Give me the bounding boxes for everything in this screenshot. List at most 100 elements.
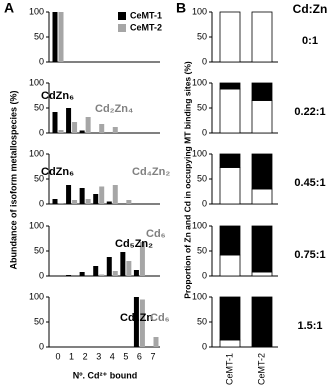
- annotation: Cd₄Zn₂: [132, 166, 170, 178]
- bar: [52, 199, 58, 204]
- y-tick-label: 50: [197, 316, 207, 326]
- y-tick-label: 50: [34, 245, 44, 255]
- ratio-label: 0:1: [302, 35, 318, 47]
- bar: [66, 108, 72, 133]
- bar: [139, 242, 145, 276]
- legend-label: CeMT-2: [130, 22, 162, 32]
- bar: [99, 124, 105, 133]
- bar: [66, 185, 72, 204]
- y-tick-label: 100: [29, 148, 44, 158]
- bar: [106, 257, 112, 276]
- bar-segment: [251, 11, 273, 63]
- bar: [72, 200, 78, 204]
- y-tick-label: 100: [29, 77, 44, 87]
- bar: [120, 252, 126, 276]
- annotation: Cd₆Zn: [120, 312, 153, 324]
- y-tick-label: 50: [197, 245, 207, 255]
- bar: [72, 122, 78, 133]
- bar: [133, 297, 139, 347]
- legend-swatch: [118, 24, 126, 32]
- bar: [58, 12, 64, 62]
- bar: [112, 185, 118, 204]
- y-tick-label: 50: [34, 173, 44, 183]
- annotation: Cd₆: [146, 228, 166, 240]
- ratio-label: 0.22:1: [294, 106, 325, 118]
- x-tick-label: 1: [69, 351, 74, 361]
- bar: [58, 203, 64, 204]
- x-axis-label: Nº. Cd²⁺ bound: [73, 370, 138, 380]
- bar: [93, 194, 99, 204]
- y-tick-label: 100: [192, 148, 207, 158]
- y-tick-label: 0: [39, 341, 44, 351]
- bar: [99, 186, 105, 204]
- bar: [79, 272, 85, 276]
- bar-segment: [219, 88, 241, 134]
- bar: [79, 188, 85, 204]
- y-axis-label: Proportion of Zn and Cd in occupying MT …: [182, 61, 192, 299]
- annotation: CdZn₆: [41, 166, 74, 178]
- x-tick-label: 0: [55, 351, 60, 361]
- bar: [58, 130, 64, 133]
- ratio-label: 1.5:1: [297, 320, 322, 332]
- panel-label: A: [4, 0, 14, 16]
- bar-segment: [219, 225, 241, 256]
- x-tick-label: CeMT-1: [224, 353, 234, 385]
- ratio-label: 0.75:1: [294, 249, 325, 261]
- x-tick-label: 3: [96, 351, 101, 361]
- y-tick-label: 50: [34, 316, 44, 326]
- legend-label: CeMT-1: [130, 10, 162, 20]
- y-tick-label: 0: [202, 341, 207, 351]
- bar: [66, 275, 72, 276]
- x-tick-label: CeMT-2: [256, 353, 266, 385]
- x-tick-label: 2: [83, 351, 88, 361]
- bar-segment: [251, 225, 273, 273]
- bar-segment: [219, 167, 241, 205]
- y-tick-label: 100: [29, 6, 44, 16]
- bar: [79, 130, 85, 133]
- bar: [126, 200, 132, 204]
- bar-segment: [219, 296, 241, 341]
- y-tick-label: 100: [192, 77, 207, 87]
- bar-segment: [219, 11, 241, 63]
- bar: [112, 271, 118, 276]
- bar-segment: [219, 82, 241, 90]
- bar-segment: [251, 271, 273, 277]
- y-tick-label: 0: [202, 56, 207, 66]
- x-tick-label: 4: [110, 351, 115, 361]
- bar-segment: [251, 153, 273, 190]
- y-tick-label: 50: [197, 102, 207, 112]
- bar-segment: [219, 339, 241, 348]
- bar-segment: [219, 254, 241, 277]
- y-tick-label: 0: [39, 56, 44, 66]
- bar: [126, 261, 132, 276]
- ratio-label: 0.45:1: [294, 177, 325, 189]
- x-tick-label: 6: [137, 351, 142, 361]
- ratio-header: Cd:Zn: [293, 2, 328, 16]
- annotation: Cd₅Zn₂: [115, 238, 153, 250]
- bar: [139, 299, 145, 347]
- panel-label: B: [176, 0, 186, 16]
- bar: [133, 270, 139, 276]
- bar-segment: [219, 153, 241, 168]
- bar: [85, 199, 91, 204]
- x-tick-label: 7: [150, 351, 155, 361]
- bar-segment: [251, 100, 273, 134]
- annotation: Cd₂Zn₄: [95, 103, 133, 115]
- bar: [52, 112, 58, 133]
- bar: [52, 12, 58, 62]
- y-tick-label: 0: [39, 127, 44, 137]
- y-tick-label: 0: [202, 198, 207, 208]
- y-tick-label: 50: [34, 102, 44, 112]
- bar-segment: [251, 188, 273, 205]
- bar-segment: [251, 296, 273, 348]
- y-tick-label: 0: [202, 127, 207, 137]
- legend-swatch: [118, 12, 126, 20]
- y-tick-label: 0: [202, 270, 207, 280]
- x-tick-label: 5: [123, 351, 128, 361]
- bar: [112, 127, 118, 133]
- bar: [106, 201, 112, 204]
- y-tick-label: 100: [29, 291, 44, 301]
- y-tick-label: 0: [39, 270, 44, 280]
- bar-segment: [251, 82, 273, 101]
